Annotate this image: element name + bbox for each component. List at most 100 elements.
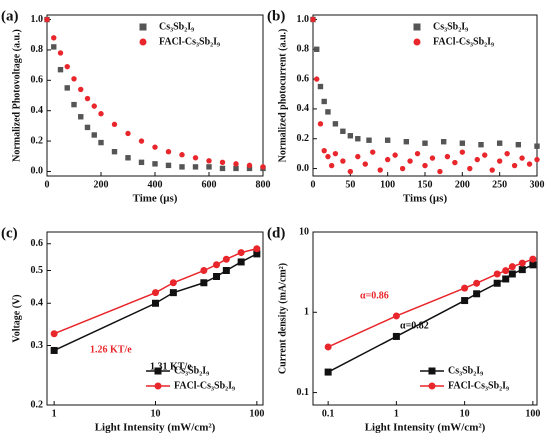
x-tick-label: 100 <box>525 408 540 419</box>
data-point <box>192 155 199 161</box>
y-tick-label: 1.0 <box>31 14 44 25</box>
data-point <box>473 290 481 298</box>
data-point <box>98 111 104 117</box>
plot-frame <box>312 231 538 406</box>
data-point <box>213 261 221 269</box>
data-point <box>57 66 64 73</box>
data-point <box>429 155 436 161</box>
plot-frame <box>46 14 264 177</box>
legend-marker <box>413 23 421 31</box>
data-point <box>310 16 316 23</box>
data-point <box>355 136 361 142</box>
data-point <box>461 297 469 305</box>
x-tick-label: 50 <box>345 179 355 190</box>
data-point <box>169 279 177 287</box>
data-point <box>317 121 324 127</box>
annotation: α=0.82 <box>400 320 429 331</box>
legend-label: Cs₃Sb₂I₉ <box>174 365 209 376</box>
x-axis-title: Tims (μs) <box>403 193 448 205</box>
data-point <box>467 165 473 172</box>
data-point <box>233 161 239 167</box>
data-point <box>332 121 339 127</box>
data-point <box>444 153 451 160</box>
data-point <box>473 279 481 287</box>
data-point <box>260 164 266 170</box>
data-point <box>422 140 428 146</box>
series-line <box>327 258 534 348</box>
data-point <box>78 86 84 93</box>
y-tick-label: 0.6 <box>297 73 310 84</box>
data-point <box>489 167 495 173</box>
data-point <box>482 152 488 158</box>
data-point <box>138 159 145 166</box>
y-tick-label: 0.8 <box>297 44 310 55</box>
data-point <box>237 249 245 257</box>
y-axis-title: Normalized photocurrent (a.u.) <box>277 29 288 163</box>
data-point <box>321 98 327 105</box>
y-tick-label: 0.4 <box>297 103 310 114</box>
data-point <box>377 167 383 173</box>
data-point <box>325 153 331 160</box>
data-point <box>314 76 320 82</box>
data-point <box>502 267 510 275</box>
panel-label: (b) <box>267 8 285 24</box>
data-point <box>478 141 484 148</box>
data-point <box>392 152 398 158</box>
data-point <box>152 144 158 150</box>
data-point <box>253 250 261 258</box>
data-point <box>253 245 261 253</box>
data-point <box>213 273 221 281</box>
data-point <box>461 284 469 292</box>
data-point <box>422 162 428 169</box>
data-point <box>233 165 239 172</box>
y-tick-label: 1.0 <box>297 14 310 25</box>
data-point <box>340 158 346 164</box>
data-point <box>71 76 77 82</box>
y-tick-label: 0.6 <box>31 238 44 249</box>
data-point <box>169 289 177 297</box>
legend-label: FACl-Cs₃Sb₂I₉ <box>433 36 494 47</box>
data-point <box>459 140 466 146</box>
data-point <box>508 270 516 278</box>
data-point <box>496 140 503 146</box>
series-line <box>327 264 534 373</box>
x-tick-label: 800 <box>256 179 271 190</box>
data-point <box>324 368 332 376</box>
data-point <box>138 138 145 144</box>
data-point <box>519 155 525 161</box>
legend-marker <box>154 367 162 375</box>
data-point <box>152 161 158 167</box>
data-point <box>84 95 91 102</box>
y-tick-label: 0.6 <box>31 75 44 86</box>
y-tick-label: 0.8 <box>31 44 44 55</box>
data-point <box>165 162 172 169</box>
data-point <box>51 44 57 50</box>
data-point <box>440 139 447 145</box>
x-tick-label: 100 <box>380 179 395 190</box>
data-point <box>246 165 253 172</box>
legend-label: Cs₃Sb₂I₉ <box>159 21 194 32</box>
data-point <box>399 165 406 172</box>
y-tick-label: 0.3 <box>31 340 44 351</box>
data-point <box>493 279 501 287</box>
data-point <box>493 270 501 278</box>
legend-label: Cs₃Sb₂I₉ <box>433 21 468 32</box>
y-tick-label: 0.2 <box>31 135 44 146</box>
panel-label: (d) <box>267 225 285 241</box>
data-point <box>459 149 466 155</box>
plot-frame <box>46 231 264 406</box>
x-axis-title: Light Intensity (mW/cm²) <box>95 422 216 434</box>
legend-marker <box>154 382 162 390</box>
data-point <box>504 150 510 157</box>
data-point <box>50 346 58 354</box>
data-point <box>152 299 160 307</box>
legend-label: FACl-Cs₃Sb₂I₉ <box>159 36 220 47</box>
data-point <box>474 156 480 163</box>
data-point <box>384 137 391 143</box>
y-axis-title: Normalized Photovoltage (a.u.) <box>11 29 22 162</box>
x-tick-label: 250 <box>492 179 507 190</box>
data-point <box>111 121 118 128</box>
data-point <box>98 139 104 146</box>
data-point <box>222 255 230 263</box>
data-point <box>502 275 510 283</box>
